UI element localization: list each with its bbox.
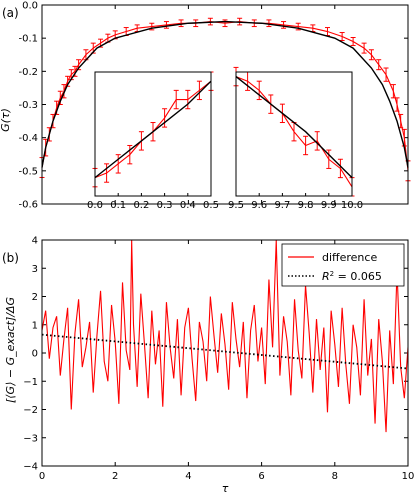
panel-a-fit-line — [41, 20, 409, 168]
inset-left-xtick-label: 0.4 — [180, 200, 196, 211]
panel-b-ytick-label: 1 — [32, 320, 38, 331]
panel-a-ytick-label: -0.4 — [18, 133, 38, 144]
inset-right: 9.5 9.6 9.7 9.8 9.9 10.0 — [228, 66, 363, 211]
panel-a-ytick-label: -0.3 — [18, 100, 38, 111]
panel-b-ytick-label: −2 — [23, 405, 38, 416]
panel-a-ytick-label: -0.1 — [18, 34, 38, 45]
inset-right-fit-line — [235, 76, 353, 179]
panel-a-frame — [41, 4, 409, 205]
panel-b-ytick-label: −4 — [23, 462, 38, 473]
panel-b-frame — [41, 239, 409, 467]
legend-r2-label: R2 = 0.065 — [322, 270, 382, 283]
panel-a-ytick-label: 0.0 — [22, 1, 38, 12]
inset-right-xtick-label: 9.6 — [251, 200, 267, 211]
panel-b-ytick-label: −1 — [23, 377, 38, 388]
panel-b-series — [42, 240, 408, 433]
panel-b-ytick-label: 0 — [32, 349, 38, 360]
panel-b-ytick-label: 3 — [32, 264, 38, 275]
inset-left-fit-line — [94, 80, 212, 179]
legend: difference R2 = 0.065 — [281, 243, 405, 287]
inset-left-frame — [94, 71, 212, 197]
panel-a-ytick-label: -0.6 — [18, 200, 38, 211]
inset-right-xtick-label: 9.8 — [298, 200, 314, 211]
panel-b-label: (b) — [2, 251, 19, 265]
panel-b-ytick-label: 4 — [32, 236, 38, 247]
inset-right-xtick-label: 9.5 — [228, 200, 244, 211]
inset-left-xtick-label: 0.1 — [110, 200, 126, 211]
panel-b-difference-line — [42, 240, 408, 433]
panel-b-ytick-label: 2 — [32, 292, 38, 303]
panel-b-xtick-label: 6 — [258, 471, 264, 482]
panel-b-xtick-label: 2 — [112, 471, 118, 482]
panel-b-xlabel: τ — [222, 482, 229, 495]
legend-difference-label: difference — [322, 251, 377, 264]
inset-left-xtick-label: 0.3 — [157, 200, 173, 211]
legend-box — [281, 243, 405, 287]
inset-left: 0.0 0.1 0.2 0.3 0.4 0.5 — [87, 71, 219, 211]
inset-left-xtick-label: 0.5 — [203, 200, 219, 211]
panel-b-xtick-label: 4 — [185, 471, 191, 482]
panel-a-ytick-label: -0.5 — [18, 166, 38, 177]
panel-b-xtick-label: 8 — [332, 471, 338, 482]
panel-b-ylabel: [⟨G⟩ − G_exact]/ΔG — [4, 297, 17, 403]
inset-right-xtick-label: 10.0 — [341, 200, 363, 211]
inset-left-xtick-label: 0.0 — [87, 200, 103, 211]
panel-b-ytick-label: −3 — [23, 433, 38, 444]
legend-r2-symbol: R — [322, 270, 330, 283]
panel-b-xtick-label: 10 — [402, 471, 415, 482]
panel-a-ylabel: G(τ) — [0, 108, 12, 132]
inset-right-frame — [235, 71, 353, 197]
panel-a-label: (a) — [2, 6, 19, 20]
panel-b-r2-fit-line — [42, 333, 408, 370]
inset-right-xtick-label: 9.9 — [321, 200, 337, 211]
inset-left-xtick-label: 0.2 — [133, 200, 149, 211]
panel-b-xtick-label: 0 — [39, 471, 45, 482]
inset-right-xtick-label: 9.7 — [274, 200, 290, 211]
panel-a-ytick-label: -0.2 — [18, 67, 38, 78]
legend-r2-power: 2 — [330, 270, 334, 278]
panel-a: (a) G(τ) 0.0 -0.1 -0.2 -0.3 -0.4 -0.5 -0.6 — [0, 1, 411, 211]
legend-r2-value: = 0.065 — [334, 270, 382, 283]
